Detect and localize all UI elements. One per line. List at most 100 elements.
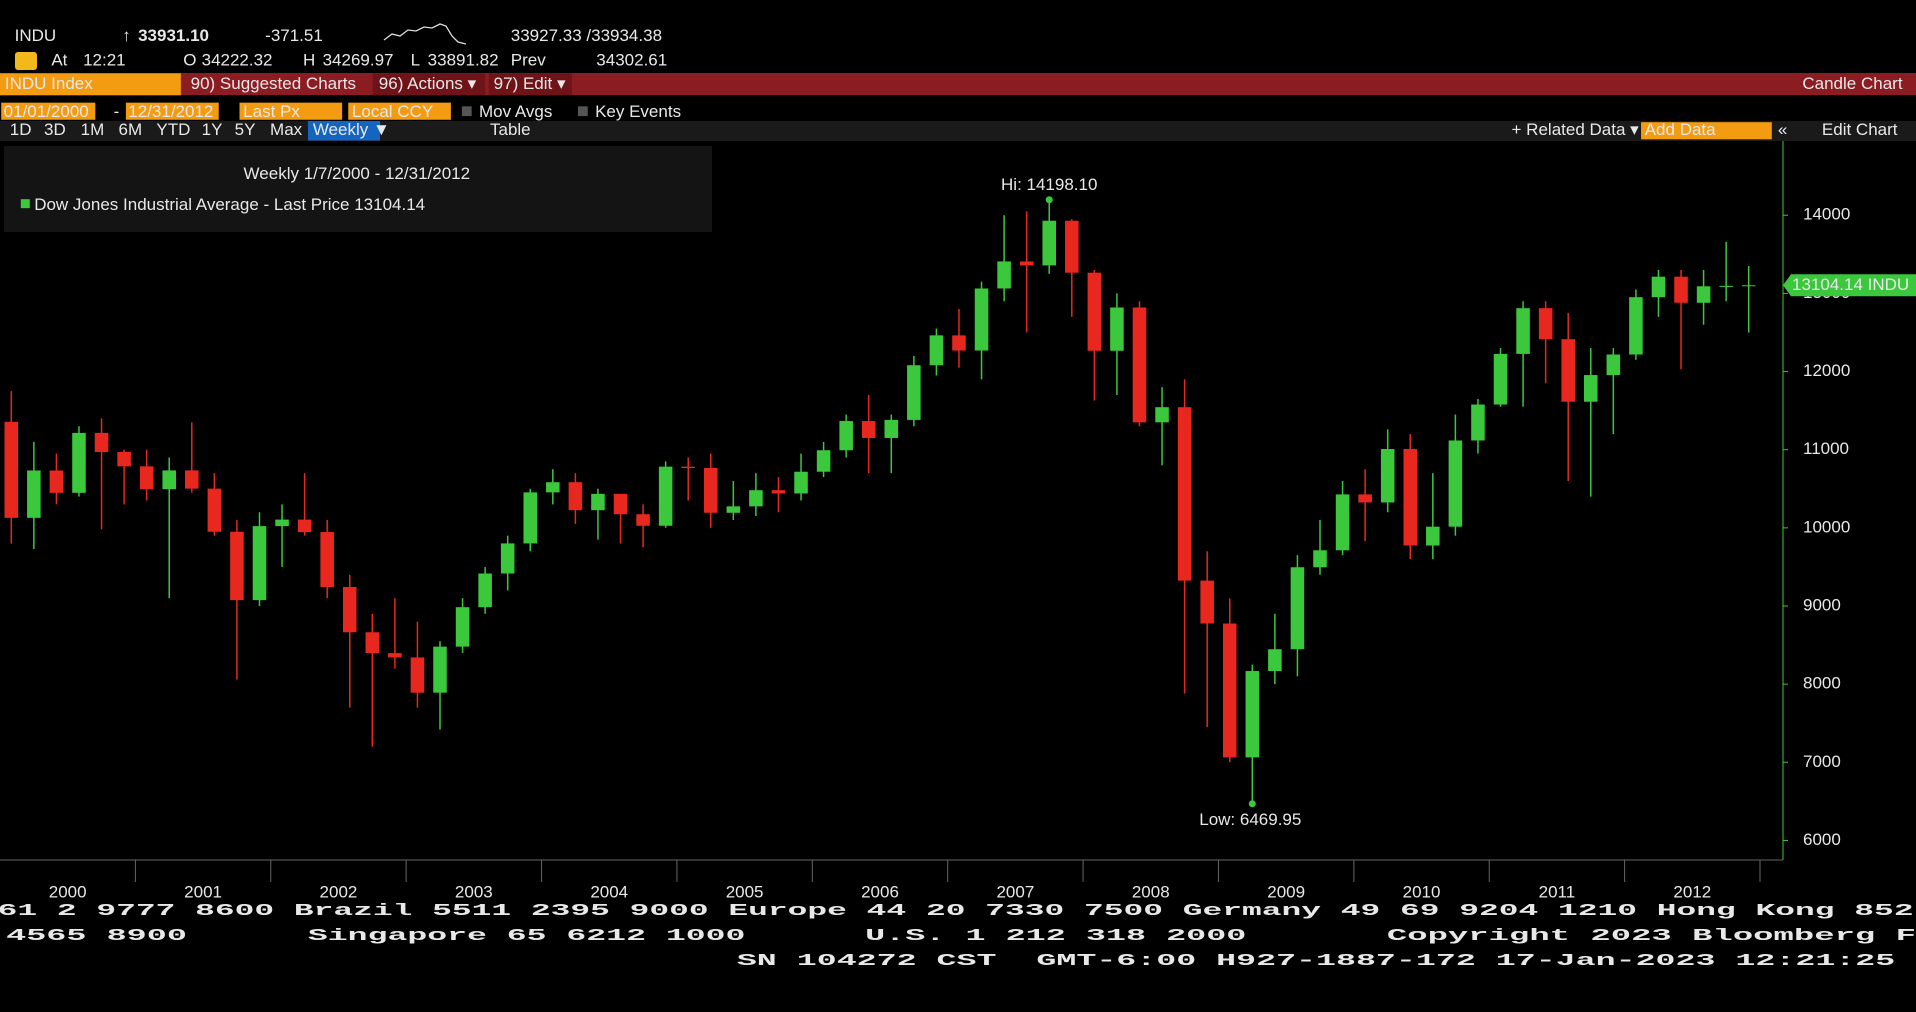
candle-body (1380, 448, 1395, 503)
y-tick-label: 6000 (1803, 830, 1841, 849)
legend-box (4, 146, 712, 232)
y-tick-label: 8000 (1803, 674, 1841, 693)
candle-body (139, 466, 154, 490)
candle-body (252, 526, 267, 601)
candle-body (297, 519, 312, 533)
period-button[interactable]: 6M (119, 120, 143, 139)
candle-body (658, 466, 673, 526)
candle-body (342, 587, 357, 633)
start-date[interactable]: 01/01/2000 (4, 102, 89, 121)
frequency[interactable]: Weekly ▼ (313, 120, 390, 139)
actions-menu[interactable]: 96) Actions ▾ (379, 74, 477, 93)
candle-body (1155, 407, 1169, 423)
candle-body (1403, 448, 1418, 546)
candle-body (1741, 285, 1756, 287)
x-tick-label: 2004 (590, 882, 628, 901)
edit-menu[interactable]: 97) Edit ▾ (494, 74, 566, 93)
x-tick-label: 2010 (1403, 882, 1441, 901)
candle-body (275, 519, 289, 527)
candle-body (907, 365, 921, 420)
candle-body (1561, 339, 1575, 402)
at-label: At (51, 51, 67, 70)
collapse[interactable]: « (1778, 120, 1787, 139)
low-annotation: Low: 6469.95 (1199, 810, 1301, 829)
candle-body (591, 493, 605, 511)
high-label: H (303, 51, 315, 70)
candle-body (974, 288, 989, 351)
related-data[interactable]: + Related Data ▾ (1512, 120, 1640, 139)
x-tick-label: 2009 (1267, 882, 1305, 901)
legend-swatch (20, 199, 30, 209)
period-button[interactable]: YTD (156, 120, 190, 139)
candle-body (568, 482, 583, 511)
candle-body (861, 421, 876, 438)
candle-body (4, 421, 19, 518)
key-events-check[interactable] (577, 106, 588, 117)
prev-value: 34302.61 (596, 51, 667, 70)
candle-body (1132, 307, 1147, 423)
end-date-box[interactable] (125, 102, 219, 120)
y-tick-label: 10000 (1803, 517, 1850, 536)
x-tick-label: 2003 (455, 882, 493, 901)
x-tick-label: 2011 (1539, 882, 1576, 901)
high-value: 34269.97 (323, 51, 394, 70)
field-box[interactable] (239, 102, 343, 120)
x-tick-label: 2002 (320, 882, 358, 901)
suggested-charts[interactable]: 90) Suggested Charts (191, 74, 356, 93)
candle-body (613, 493, 628, 515)
currency-box[interactable] (348, 102, 451, 120)
period-button[interactable]: 3D (44, 120, 66, 139)
period-button[interactable]: 1D (10, 120, 32, 139)
candle-body (1222, 623, 1237, 758)
ticker-text: Copyright 2023 Bloomberg F (1387, 927, 1916, 946)
frequency-box[interactable] (307, 120, 381, 141)
security-box[interactable] (0, 73, 181, 96)
y-tick-label: 7000 (1803, 752, 1841, 771)
period-button[interactable]: 1Y (202, 120, 223, 139)
ticker-text: U.S. 1 212 318 2000 (865, 927, 1246, 946)
edit-box[interactable] (488, 73, 572, 96)
mov-avgs[interactable]: Mov Avgs (479, 102, 552, 121)
candle-body (1200, 580, 1214, 624)
up-arrow: ↑ (122, 26, 131, 45)
currency[interactable]: Local CCY (352, 102, 433, 121)
field[interactable]: Last Px (243, 102, 300, 121)
candle-body (929, 335, 944, 366)
high-marker (1045, 196, 1053, 204)
y-tick-label: 9000 (1803, 595, 1841, 614)
key-events[interactable]: Key Events (595, 102, 681, 121)
security[interactable]: INDU Index (5, 74, 93, 93)
period-button[interactable]: 1M (81, 120, 105, 139)
candle-body (1313, 550, 1327, 568)
bid-ask: 33927.33 /33934.38 (511, 26, 662, 45)
add-data-box[interactable] (1641, 122, 1772, 140)
candle-body (49, 470, 64, 493)
x-tick-label: 2008 (1132, 882, 1170, 901)
start-date-box[interactable] (1, 102, 96, 120)
candle-body (1516, 308, 1530, 354)
candle-body (704, 467, 718, 513)
x-tick-label: 2000 (49, 882, 87, 901)
candle-body (1538, 308, 1553, 340)
candle-body (162, 470, 176, 490)
candle-body (1290, 567, 1305, 650)
edit-chart[interactable]: Edit Chart (1822, 120, 1898, 139)
candle-body (207, 488, 222, 532)
legend-entry: Dow Jones Industrial Average - Last Pric… (34, 195, 425, 214)
time: 12:21 (83, 51, 126, 70)
candle-body (1584, 375, 1598, 402)
period-button[interactable]: Max (270, 120, 303, 139)
end-date[interactable]: 12/31/2012 (128, 102, 213, 121)
candle-body (1674, 276, 1688, 303)
add-data[interactable]: Add Data (1645, 120, 1716, 139)
candle-body (1606, 354, 1621, 376)
candle-body (1335, 494, 1350, 551)
chart-type: Candle Chart (1802, 74, 1902, 93)
period-button[interactable]: 5Y (235, 120, 256, 139)
ticker-text: SN 104272 CST GMT-6:00 H927-1887-172 17-… (737, 952, 1895, 971)
candle-body (1651, 276, 1666, 298)
table-button[interactable]: Table (490, 120, 531, 139)
change: -371.51 (265, 26, 323, 45)
mov-avgs-check[interactable] (461, 106, 472, 117)
actions-box[interactable] (372, 73, 486, 96)
